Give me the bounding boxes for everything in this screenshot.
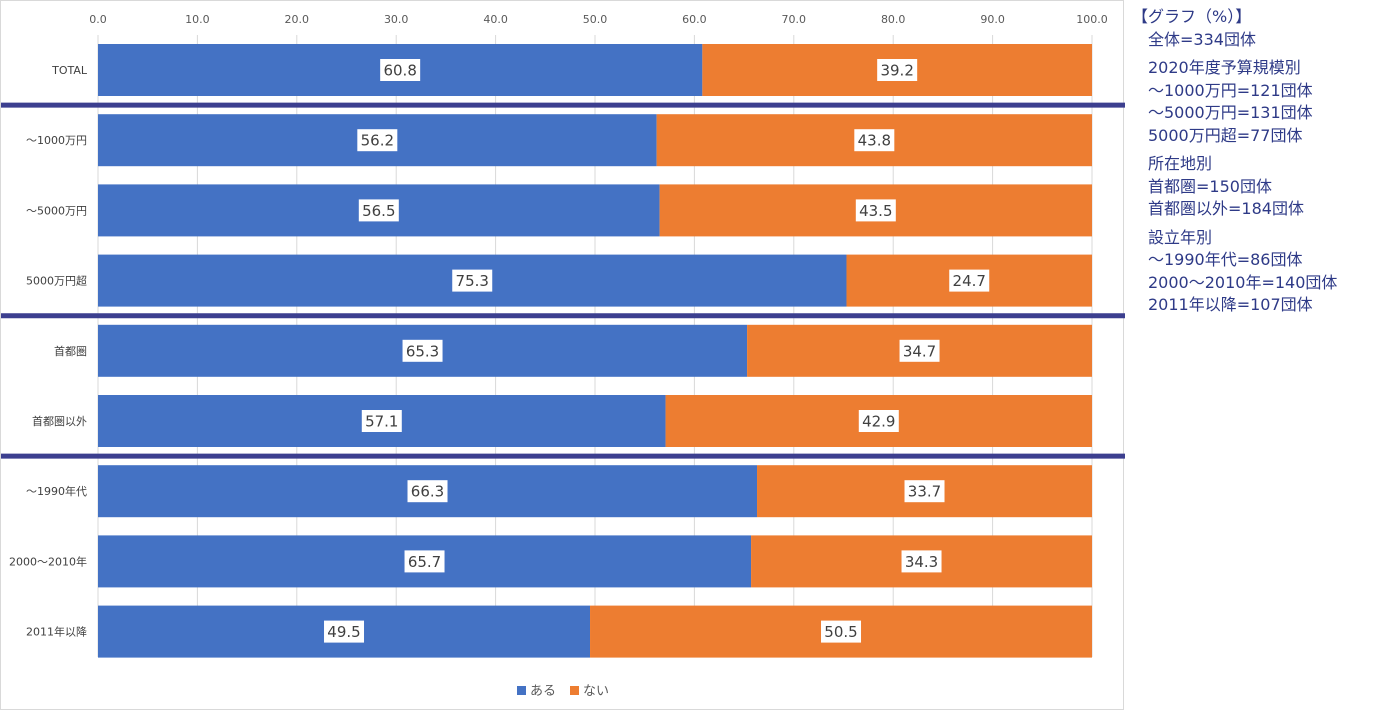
data-label: 50.5 xyxy=(824,623,857,641)
data-label-box xyxy=(361,410,402,432)
x-tick-label: 80.0 xyxy=(881,13,906,26)
data-label: 49.5 xyxy=(327,623,360,641)
category-label: 2011年以降 xyxy=(26,625,87,639)
chart-frame: 0.0 10.0 20.0 30.0 40.0 50.0 60.0 70.0 80.0 90.0 1… xyxy=(0,0,1125,710)
data-label-box xyxy=(899,339,940,362)
x-tick-label: 90.0 xyxy=(980,13,1005,26)
x-tick-label: 100.0 xyxy=(1076,13,1108,26)
x-tick-label: 50.0 xyxy=(583,13,608,26)
data-label-box xyxy=(854,129,895,152)
x-tick-label: 60.0 xyxy=(682,13,707,26)
data-label-box xyxy=(855,199,896,222)
notes-group-heading: 所在地別 xyxy=(1148,154,1213,173)
notes-group-line: ～1000万円=121団体 xyxy=(1148,80,1313,100)
data-label-box xyxy=(901,550,942,573)
notes-group-line: 2011年以降=107団体 xyxy=(1148,295,1313,314)
data-label: 43.8 xyxy=(858,132,891,150)
category-label: ～1990年代 xyxy=(26,484,87,498)
stacked-bar-chart: 0.0 10.0 20.0 30.0 40.0 50.0 60.0 70.0 80.0 90.0 1… xyxy=(1,13,1125,699)
data-label-box xyxy=(858,410,899,432)
data-label: 56.2 xyxy=(361,132,394,150)
notes-group-founding: 設立年別 ～1990年代=86団体 2000～2010年=140団体 2011年… xyxy=(1138,227,1390,317)
x-tick-label: 10.0 xyxy=(185,13,210,26)
data-label: 39.2 xyxy=(880,62,913,80)
data-label-box xyxy=(324,620,365,643)
data-label-box xyxy=(407,480,448,503)
category-label: 2000～2010年 xyxy=(9,554,87,568)
data-label-box xyxy=(402,339,443,362)
category-label: 首都圏 xyxy=(54,344,87,358)
legend-label: ある xyxy=(530,684,556,699)
data-label-box xyxy=(949,269,990,292)
data-label-box xyxy=(380,59,421,81)
category-label: TOTAL xyxy=(51,64,88,77)
category-label: ～1000万円 xyxy=(26,134,87,147)
data-label-box xyxy=(358,199,399,222)
x-tick-label: 20.0 xyxy=(285,13,310,26)
data-label: 34.3 xyxy=(905,553,938,571)
notes-group-line: ～1990年代=86団体 xyxy=(1148,250,1303,269)
category-label: 首都圏以外 xyxy=(32,414,87,428)
notes-group-line: 5000万円超=77団体 xyxy=(1148,125,1303,145)
x-tick-label: 30.0 xyxy=(384,13,409,26)
notes-total-line: 全体=334団体 xyxy=(1148,29,1256,49)
data-label: 75.3 xyxy=(456,272,489,290)
notes-group-line: ～5000万円=131団体 xyxy=(1148,103,1313,122)
x-tick-label: 0.0 xyxy=(89,13,107,26)
data-label-box xyxy=(877,59,918,81)
data-label: 66.3 xyxy=(411,483,444,501)
legend-swatch xyxy=(570,686,579,695)
notes-group-location: 所在地別 首都圏=150団体 首都圏以外=184団体 xyxy=(1138,153,1390,221)
data-label-box xyxy=(404,550,445,573)
data-label: 34.7 xyxy=(903,342,936,360)
data-label: 43.5 xyxy=(859,202,892,220)
category-label: ～5000万円 xyxy=(26,204,87,217)
data-label: 65.3 xyxy=(406,342,439,360)
notes-group-line: 2000～2010年=140団体 xyxy=(1148,272,1338,292)
category-label: 5000万円超 xyxy=(26,274,87,288)
data-label-box xyxy=(452,269,493,292)
legend-swatch xyxy=(517,686,526,695)
notes-group-budget: 2020年度予算規模別 ～1000万円=121団体 ～5000万円=131団体 … xyxy=(1138,57,1390,147)
notes-group-line: 首都圏以外=184団体 xyxy=(1148,199,1304,218)
notes-group-line: 首都圏=150団体 xyxy=(1148,176,1272,196)
data-label: 60.8 xyxy=(383,62,416,80)
sample-size-notes: 【グラフ（%）】 全体=334団体 2020年度予算規模別 ～1000万円=12… xyxy=(1132,6,1390,317)
data-label: 56.5 xyxy=(362,202,395,220)
data-label: 57.1 xyxy=(365,413,398,431)
x-tick-label: 40.0 xyxy=(483,13,508,26)
x-tick-label: 70.0 xyxy=(782,13,807,26)
data-label: 42.9 xyxy=(862,413,895,431)
notes-group-heading: 2020年度予算規模別 xyxy=(1148,58,1301,77)
data-label: 65.7 xyxy=(408,553,441,571)
data-label-box xyxy=(821,620,862,643)
legend-label: ない xyxy=(583,684,609,699)
data-label: 24.7 xyxy=(953,272,986,290)
data-label-box xyxy=(357,129,398,152)
data-label: 33.7 xyxy=(908,483,941,501)
notes-group-heading: 設立年別 xyxy=(1148,227,1213,247)
notes-title: 【グラフ（%）】 xyxy=(1132,7,1252,26)
data-label-box xyxy=(904,480,945,503)
